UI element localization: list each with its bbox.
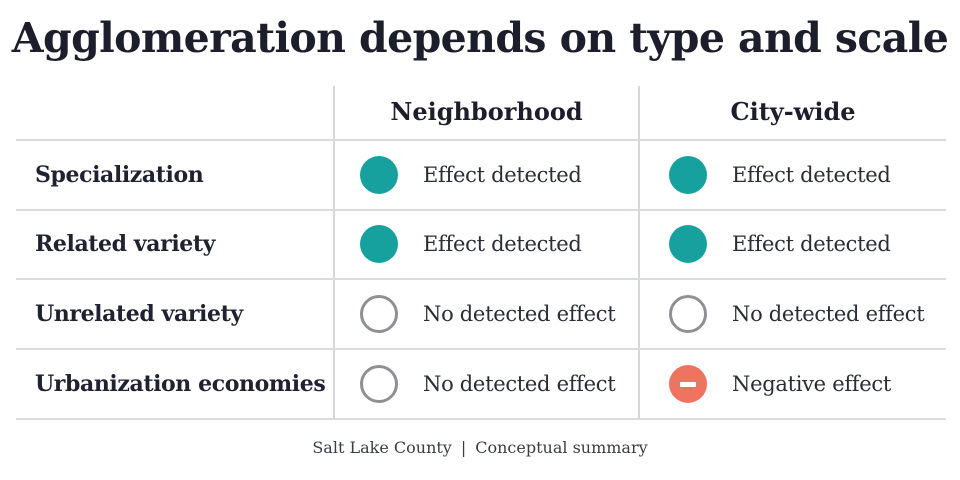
- footer-source: Salt Lake County: [312, 438, 452, 457]
- cell-status-text: No detected effect: [732, 302, 925, 326]
- table-cell: Effect detected: [360, 155, 582, 195]
- cell-status-text: Negative effect: [732, 372, 891, 396]
- table-cell: No detected effect: [669, 294, 925, 334]
- row-divider: [16, 348, 946, 350]
- cell-status-text: Effect detected: [423, 163, 582, 187]
- table-cell: Effect detected: [669, 155, 891, 195]
- footer-caption: Salt Lake County | Conceptual summary: [0, 438, 960, 457]
- column-header-neighborhood: Neighborhood: [390, 97, 583, 126]
- minus-circle-icon: [669, 365, 707, 403]
- footer-separator: |: [460, 438, 467, 457]
- row-divider: [16, 209, 946, 211]
- empty-circle-icon: [360, 365, 398, 403]
- column-divider-2: [638, 86, 640, 419]
- row-divider: [16, 278, 946, 280]
- cell-status-text: Effect detected: [423, 232, 582, 256]
- column-header-city-wide: City-wide: [730, 97, 856, 126]
- row-divider: [16, 418, 946, 420]
- filled-circle-icon: [669, 156, 707, 194]
- chart-title: Agglomeration depends on type and scale: [11, 14, 949, 62]
- table-cell: Effect detected: [669, 224, 891, 264]
- cell-status-text: Effect detected: [732, 232, 891, 256]
- empty-circle-icon: [669, 295, 707, 333]
- row-label-related-variety: Related variety: [35, 231, 216, 257]
- filled-circle-icon: [669, 225, 707, 263]
- column-divider-1: [333, 86, 335, 419]
- cell-status-text: Effect detected: [732, 163, 891, 187]
- row-label-urbanization-economies: Urbanization economies: [35, 371, 326, 397]
- cell-status-text: No detected effect: [423, 372, 616, 396]
- table-cell: No detected effect: [360, 364, 616, 404]
- row-label-unrelated-variety: Unrelated variety: [35, 301, 243, 327]
- filled-circle-icon: [360, 156, 398, 194]
- empty-circle-icon: [360, 295, 398, 333]
- cell-status-text: No detected effect: [423, 302, 616, 326]
- table-cell: Negative effect: [669, 364, 891, 404]
- filled-circle-icon: [360, 225, 398, 263]
- table-cell: Effect detected: [360, 224, 582, 264]
- table-cell: No detected effect: [360, 294, 616, 334]
- footer-note: Conceptual summary: [475, 438, 648, 457]
- row-divider: [16, 139, 946, 141]
- row-label-specialization: Specialization: [35, 162, 204, 188]
